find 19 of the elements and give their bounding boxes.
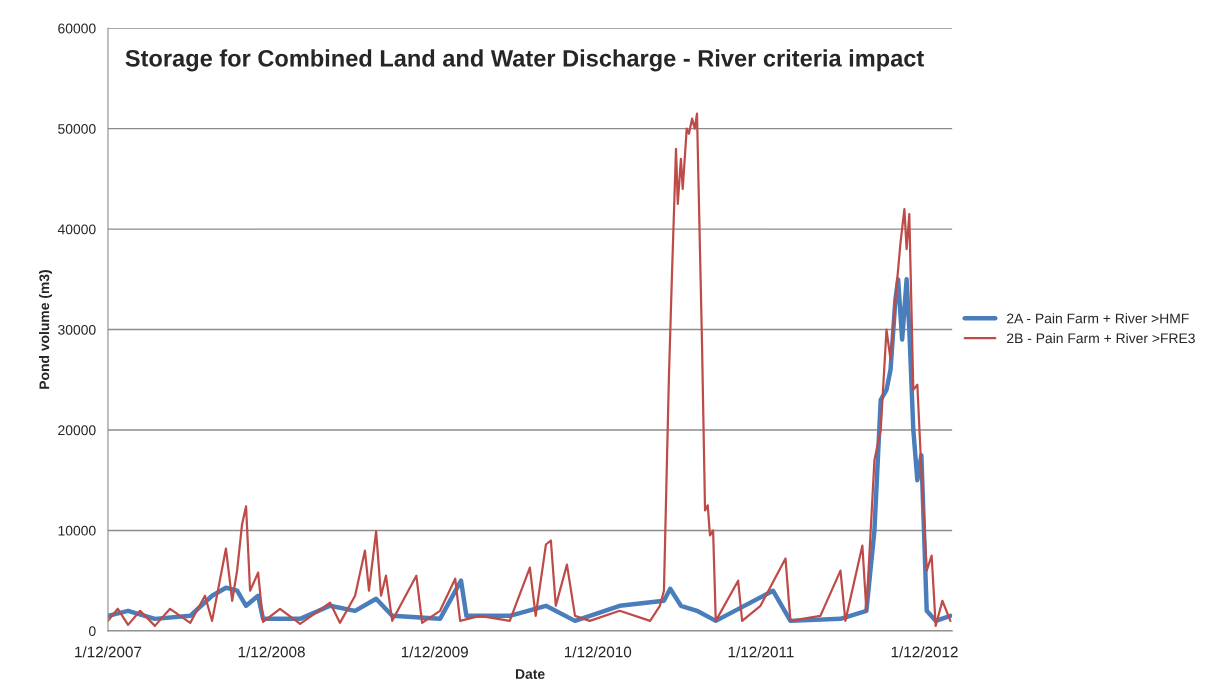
y-tick-label: 50000 xyxy=(58,123,96,134)
text: Storage for Combined Land and Water Discharge - River criteria impact xyxy=(125,49,924,72)
y-axis-title: Pond volume (m3) xyxy=(39,270,52,389)
y-tick-label: 0 xyxy=(88,626,96,637)
x-tick-label: 1/12/2009 xyxy=(401,646,468,658)
y-tick-label: 20000 xyxy=(58,425,96,436)
x-axis-title: Date xyxy=(515,669,545,679)
x-tick-label: 1/12/2010 xyxy=(564,646,632,658)
y-tick-label: 60000 xyxy=(58,23,96,34)
legend-label: 2A - Pain Farm + River >HMF xyxy=(1007,313,1189,324)
x-tick-label: 1/12/2007 xyxy=(75,646,142,658)
y-tick-label: 10000 xyxy=(58,525,96,536)
legend-label: 2B - Pain Farm + River >FRE3 xyxy=(1007,333,1195,344)
x-tick-label: 1/12/2012 xyxy=(891,646,958,658)
y-tick-label: 40000 xyxy=(57,224,96,235)
y-tick-label: 30000 xyxy=(58,324,96,335)
line-series xyxy=(107,112,952,627)
x-tick-label: 1/12/2008 xyxy=(238,646,305,658)
x-tick-label: 1/12/2011 xyxy=(728,646,794,658)
